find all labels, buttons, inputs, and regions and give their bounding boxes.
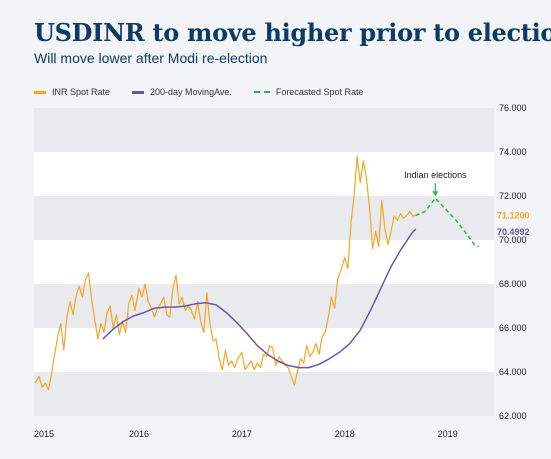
end-label-inr-spot: 71.1200 <box>497 210 530 220</box>
annotation-arrow-head <box>432 191 439 197</box>
x-tick-label: 2017 <box>232 429 252 439</box>
series-line-moving-average <box>102 228 417 369</box>
y-axis: 62.000 64.000 66.000 68.000 70.000 72.000 74.0… <box>499 103 527 421</box>
band-light-0 <box>34 152 494 196</box>
y-tick-label: 76.000 <box>499 103 527 113</box>
band-3 <box>34 372 494 416</box>
y-tick-label: 68.000 <box>499 279 527 289</box>
legend-swatch-inr <box>34 90 46 94</box>
chart-subtitle: Will move lower after Modi re-election <box>34 50 268 66</box>
x-axis: 2015 2016 2017 2018 2019 <box>34 429 458 439</box>
series-line-forecast <box>415 197 479 248</box>
band-light-1 <box>34 240 494 284</box>
y-tick-label: 74.000 <box>499 147 527 157</box>
band-1 <box>34 196 494 240</box>
annotation-indian-elections: Indian elections <box>404 170 467 180</box>
legend-item-forecast: Forecasted Spot Rate <box>253 87 364 97</box>
legend-label-inr: INR Spot Rate <box>52 87 111 97</box>
chart-title: USDINR to move higher prior to election <box>34 18 551 47</box>
legend-item-inr-spot: INR Spot Rate <box>34 87 110 97</box>
series-line-inr-spot <box>34 155 416 391</box>
y-tick-label: 64.000 <box>499 367 527 377</box>
y-tick-label: 66.000 <box>499 323 527 333</box>
legend: INR Spot Rate 200-day MovingAve. Forecas… <box>34 85 385 99</box>
x-tick-label: 2016 <box>129 429 149 439</box>
band-0 <box>34 108 494 152</box>
chart-header: USDINR to move higher prior to election … <box>34 18 551 66</box>
legend-label-ma: 200-day MovingAve. <box>150 87 232 97</box>
series-layer <box>34 155 479 391</box>
legend-swatch-forecast <box>253 91 270 93</box>
band-light-2 <box>34 328 494 372</box>
legend-label-forecast: Forecasted Spot Rate <box>275 87 364 97</box>
y-tick-label: 72.000 <box>499 191 527 201</box>
annotation-layer: Indian elections 71.1200 70.4992 <box>404 170 529 237</box>
x-tick-label: 2015 <box>34 429 54 439</box>
end-label-moving-average: 70.4992 <box>497 227 530 237</box>
legend-item-moving-average: 200-day MovingAve. <box>132 87 232 97</box>
y-tick-label: 70.000 <box>499 235 527 245</box>
background-bands <box>34 108 494 416</box>
x-tick-label: 2018 <box>335 429 355 439</box>
legend-swatch-ma <box>132 90 145 94</box>
y-tick-label: 62.000 <box>499 411 527 421</box>
band-2 <box>34 284 494 328</box>
x-tick-label: 2019 <box>438 429 458 439</box>
